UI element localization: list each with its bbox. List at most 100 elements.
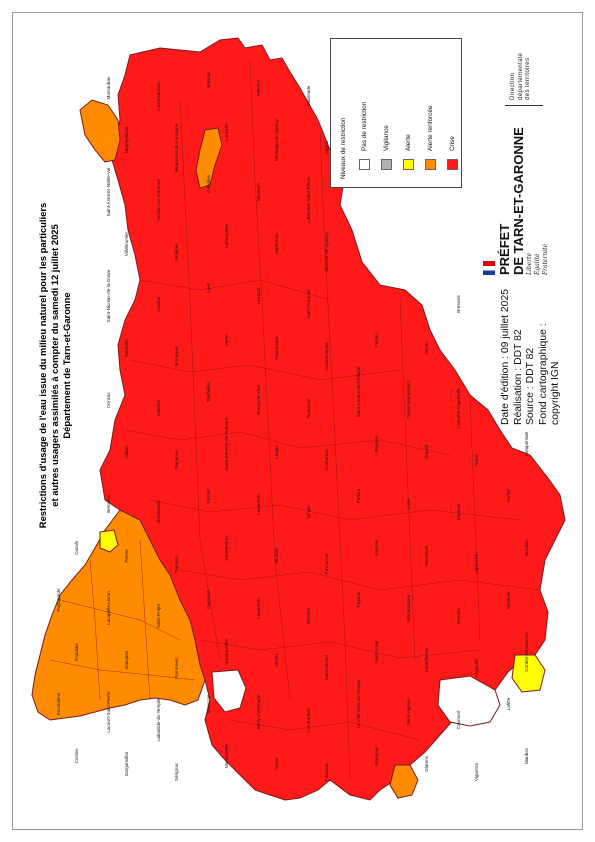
commune-label: Valence: [256, 79, 261, 96]
motto-liberte: Liberté: [526, 252, 533, 275]
commune-label: Castelmayran: [324, 341, 329, 370]
edition-date: Date d'édition : 09 juillet 2025: [500, 288, 511, 425]
prefecture-logo: PRÉFET DE TARN-ET-GARONNE Liberté Égalit…: [483, 127, 550, 275]
commune-label: Cazes-Mondenard: [406, 381, 411, 419]
commune-label: Lapenche: [474, 553, 479, 574]
service-line-1: Direction: [510, 72, 516, 100]
commune-labels: Montauban Castelsarrasin Moissac Valence Cau…: [56, 71, 529, 781]
commune-label: Saint-Porquier: [306, 289, 311, 319]
commune-label: Vigueron: [474, 762, 479, 781]
legend-swatch: [381, 159, 392, 170]
commune-label: Lavit: [206, 282, 211, 292]
commune-label: Nohic: [474, 453, 479, 465]
commune-label: Saint-Projet: [156, 603, 161, 628]
commune-label: La Ville-Dieu-du-Temple: [356, 679, 361, 728]
commune-label: Goudourville: [224, 639, 229, 665]
commune-label: Septfonds: [274, 233, 279, 254]
legend-swatch: [447, 159, 458, 170]
motto-egalite: Égalité: [534, 253, 541, 275]
commune-label: Gasques: [124, 650, 129, 669]
commune-label: Puylaroque: [274, 336, 279, 360]
commune-label: Montesquieu: [406, 594, 411, 621]
legend-label: Pas de restriction: [361, 101, 368, 151]
legend: Niveaux de restriction Pas de restrictio…: [330, 38, 462, 188]
service-line-3: des territoires: [525, 57, 531, 100]
commune-label: Molières: [174, 243, 179, 261]
commune-label: Cordes-Tolosannes: [524, 632, 529, 672]
prefet-department: DE TARN-ET-GARONNE: [511, 127, 526, 275]
commune-label: Loze: [406, 499, 411, 509]
commune-label: Finhan: [206, 489, 211, 503]
commune-label: Orgueil: [424, 445, 429, 460]
motto-fraternite: Fraternité: [542, 243, 549, 275]
commune-label: Bressols: [456, 294, 461, 312]
commune-label: Lacapelle-Livron: [106, 591, 111, 625]
commune-boundaries: [49, 59, 541, 781]
zone-alerte-renforcee-south: [389, 764, 419, 799]
commune-label: Réalville: [124, 339, 129, 357]
commune-label: Lavaurette: [256, 493, 261, 515]
zone-sans-restriction-2: [437, 675, 501, 727]
commune-label: Bruniquel: [174, 346, 179, 365]
zone-alerte-west: [99, 529, 119, 553]
legend-label: Vigilance: [383, 125, 390, 151]
commune-label: Finhan: [374, 333, 379, 347]
commune-label: Penne: [124, 549, 129, 563]
commune-label: Saint-Aignan: [406, 698, 411, 725]
service-block: Direction départementale des territoires: [510, 53, 533, 100]
commune-label: Garganvillar: [124, 751, 129, 776]
commune-label: Varen: [224, 334, 229, 346]
commune-label: Glatens: [424, 755, 429, 772]
commune-label: Saint-Antonin-Noble-Val: [106, 168, 111, 217]
commune-label: Les Barthes: [306, 707, 311, 732]
commune-label: Bessens: [106, 494, 111, 512]
commune-label: Boudou: [456, 608, 461, 624]
commune-label: Montaigu-de-Quercy: [274, 118, 279, 161]
source: Source : DDT 82: [525, 347, 536, 425]
commune-label: Saint-Étienne-de-Tulmont: [223, 417, 229, 470]
commune-label: Mouillac: [524, 539, 529, 557]
commune-label: Monclar-de-Quercy: [324, 232, 329, 272]
fond-cartographique: Fond cartographique :: [537, 323, 549, 425]
commune-label: Montauban: [106, 76, 111, 99]
commune-label: Barry-d'Islemade: [256, 694, 261, 729]
commune-label: Léojac: [274, 445, 279, 459]
marianne-icon: [483, 261, 495, 275]
service-divider: [505, 105, 543, 106]
service-line-2: départementale: [517, 52, 524, 100]
commune-label: Castelferrus: [424, 647, 429, 672]
legend-heading: Niveaux de restriction: [340, 117, 347, 179]
legend-swatch: [425, 159, 436, 170]
commune-label: Malause: [506, 591, 511, 609]
commune-label: Espalais: [74, 643, 79, 661]
commune-label: Albias: [124, 445, 129, 458]
commune-label: Cazals: [74, 540, 79, 555]
commune-label: Lavaurette: [256, 597, 261, 619]
commune-label: Labastide-Saint-Pierre: [306, 177, 311, 223]
commune-label: Donzac: [106, 392, 111, 408]
commune-label: Montech: [256, 183, 261, 201]
commune-label: Lauzerte: [224, 123, 229, 141]
commune-label: Montalzat: [424, 545, 429, 566]
commune-label: Piquecos: [174, 450, 179, 470]
legend-label: Crise: [449, 136, 456, 151]
commune-label: Caumont: [456, 710, 461, 729]
commune-label: Génébrières: [224, 535, 229, 561]
commune-label: Saint-Amans-de-Pellagal: [356, 367, 361, 418]
zone-alerte-east: [511, 654, 546, 693]
copyright: copyright IGN: [550, 361, 561, 425]
commune-label: Labastide-du-Temple: [156, 698, 161, 741]
commune-label: Belvèze: [306, 607, 311, 624]
commune-label: Ginals: [306, 505, 311, 519]
commune-label: Nègrepelisse: [124, 126, 129, 153]
commune-label: Grisolles: [206, 174, 211, 193]
commune-label: Marignac: [374, 746, 379, 766]
commune-label: Vazerac: [374, 539, 379, 556]
commune-label: Lafitte: [506, 697, 511, 710]
legend-label: Alerte: [405, 134, 412, 151]
commune-label: Mansonville: [224, 743, 229, 768]
commune-label: Touffailles: [206, 381, 211, 402]
commune-label: Espinas: [456, 503, 461, 520]
commune-label: Beaumont-de-Lomagne: [174, 123, 179, 172]
